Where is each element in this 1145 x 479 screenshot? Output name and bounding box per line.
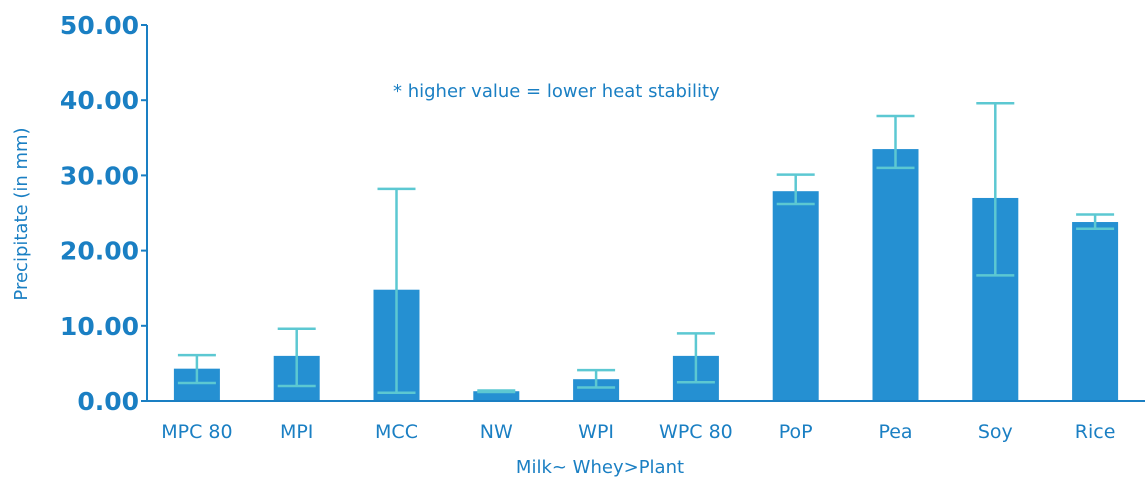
y-tick-label: 20.00 [60,237,139,266]
bar [1072,222,1119,401]
bar [573,379,620,401]
chart-annotation: * higher value = lower heat stability [393,81,720,102]
x-tick-label: WPC 80 [659,421,733,443]
x-tick-label: Pea [878,421,912,443]
x-tick-label: MCC [375,421,418,443]
x-axis-tick-labels: MPC 80 MPI MCC NW WPI WPC 80 PoP Pea Soy Rice [161,421,1115,443]
y-tick-label: 50.00 [60,11,139,40]
error-bars [177,101,1115,394]
bar [772,191,819,401]
x-tick-label: MPI [280,421,313,443]
x-tick-label: NW [480,421,513,443]
x-tick-label: WPI [578,421,614,443]
bar [872,149,919,401]
y-tick-label: 0.00 [77,387,139,416]
x-tick-label: Rice [1075,421,1116,443]
x-axis-title: Milk~ Whey>Plant [516,457,684,478]
x-tick-label: MPC 80 [161,421,232,443]
x-tick-label: PoP [779,421,813,443]
x-tick-label: Soy [978,421,1013,443]
y-tick-label: 40.00 [60,86,139,115]
y-tick-label: 30.00 [60,161,139,190]
bar [473,391,520,401]
y-axis-tick-labels: 0.00 10.00 20.00 30.00 40.00 50.00 [60,11,147,416]
y-tick-label: 10.00 [60,312,139,341]
y-axis-title: Precipitate (in mm) [11,127,32,300]
